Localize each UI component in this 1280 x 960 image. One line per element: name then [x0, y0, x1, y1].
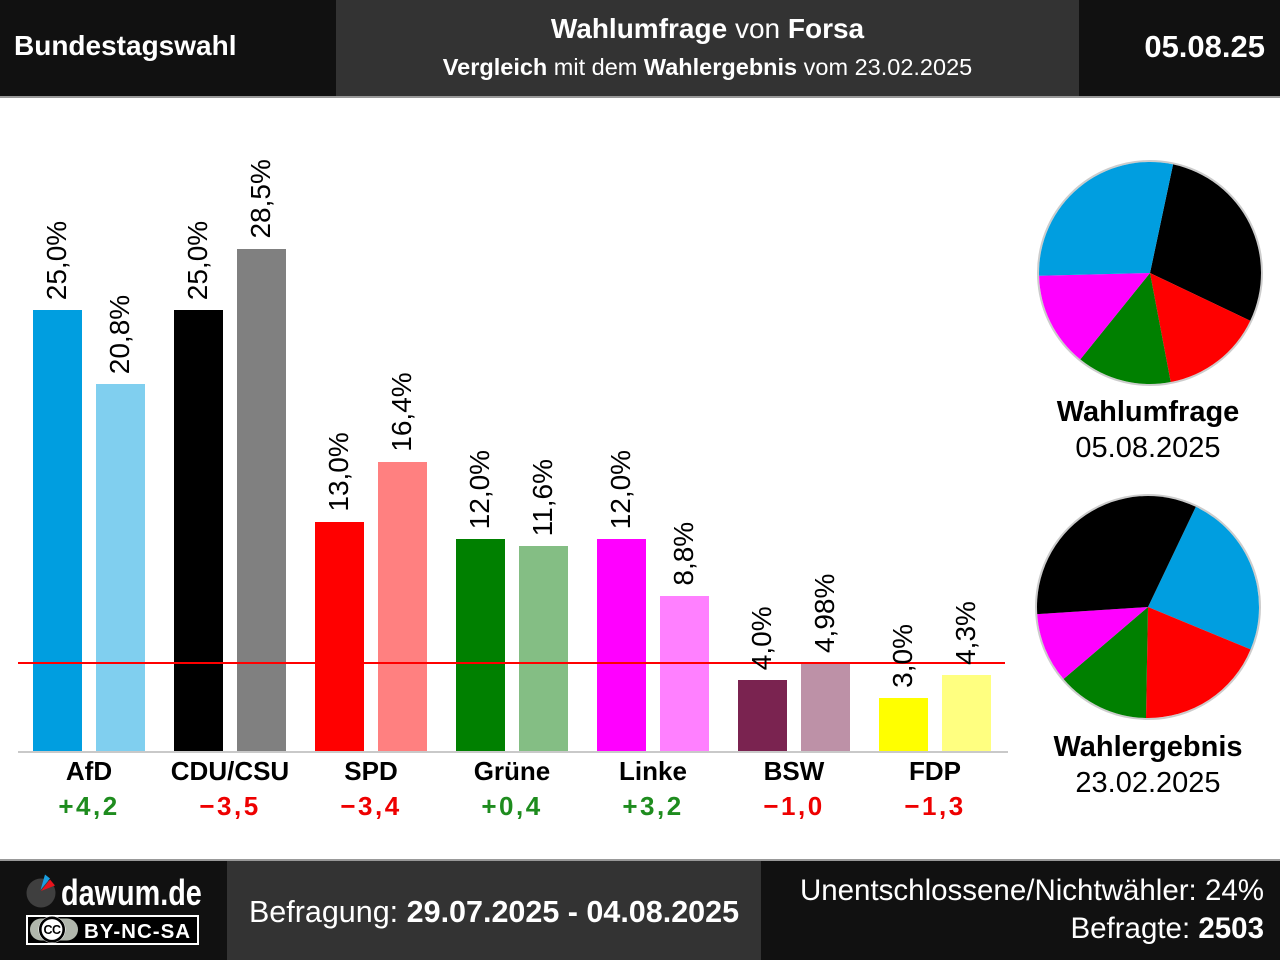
svg-text:3,0%: 3,0% — [887, 624, 918, 688]
svg-text:20,8%: 20,8% — [104, 295, 135, 374]
svg-text:25,0%: 25,0% — [41, 221, 72, 300]
svg-text:4,98%: 4,98% — [809, 574, 840, 653]
svg-text:28,5%: 28,5% — [245, 159, 276, 238]
svg-text:25,0%: 25,0% — [182, 221, 213, 300]
svg-text:8,8%: 8,8% — [668, 522, 699, 586]
svg-text:BY-NC-SA: BY-NC-SA — [84, 920, 191, 943]
svg-text:13,0%: 13,0% — [323, 432, 354, 511]
svg-text:12,0%: 12,0% — [605, 450, 636, 529]
svg-text:CC: CC — [43, 923, 61, 937]
svg-text:11,6%: 11,6% — [527, 459, 558, 536]
svg-text:12,0%: 12,0% — [464, 450, 495, 529]
svg-text:4,0%: 4,0% — [746, 606, 777, 670]
svg-text:16,4%: 16,4% — [386, 372, 417, 451]
svg-text:4,3%: 4,3% — [950, 601, 981, 665]
